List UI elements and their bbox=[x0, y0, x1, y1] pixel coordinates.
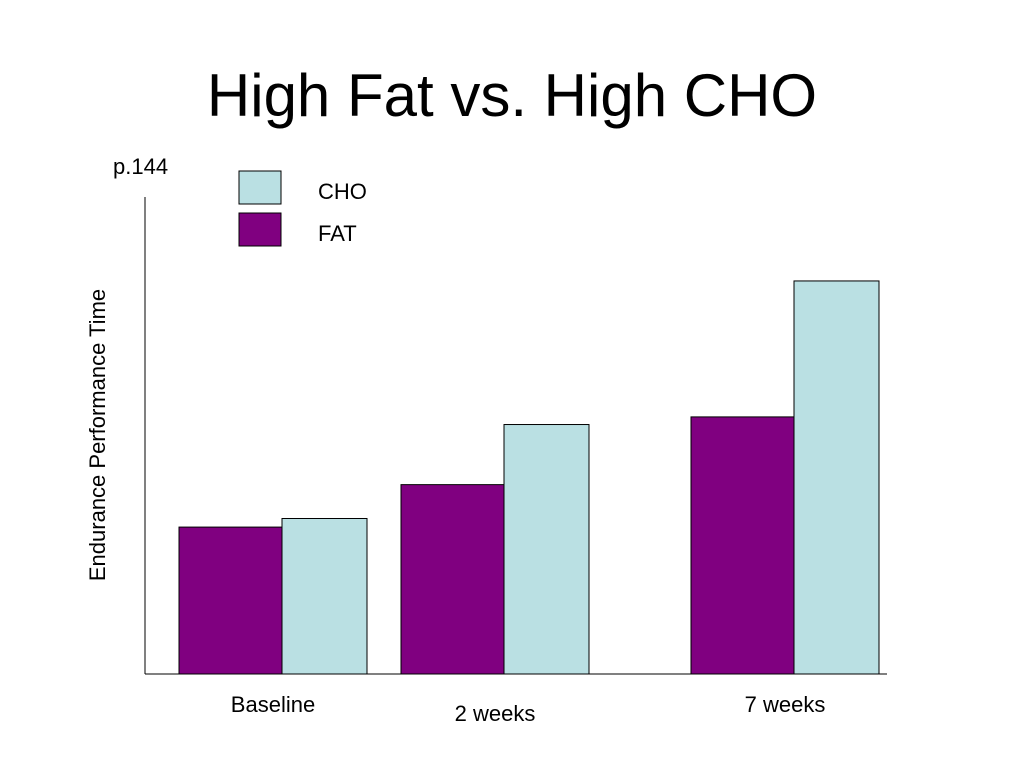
bar-cho-baseline bbox=[281, 517, 368, 675]
legend-swatch-cho bbox=[238, 170, 282, 205]
legend-label-fat: FAT bbox=[318, 221, 357, 246]
x-tick-label: 7 weeks bbox=[745, 692, 826, 717]
legend-label-cho: CHO bbox=[318, 179, 367, 204]
bar-cho-7-weeks bbox=[793, 280, 880, 675]
page-reference: p.144 bbox=[113, 154, 169, 179]
bar-fat-baseline bbox=[178, 526, 283, 675]
slide-title: High Fat vs. High CHO bbox=[206, 62, 818, 129]
x-tick-label: Baseline bbox=[231, 692, 315, 717]
legend-swatch-fat bbox=[238, 212, 282, 247]
bar-fat-2-weeks bbox=[400, 484, 505, 675]
legend: CHO FAT bbox=[238, 170, 367, 247]
bar-fat-7-weeks bbox=[690, 416, 795, 675]
x-tick-label: 2 weeks bbox=[455, 701, 536, 726]
y-axis-label: Endurance Performance Time bbox=[85, 289, 110, 581]
bar-cho-2-weeks bbox=[503, 424, 590, 675]
bars-group bbox=[178, 280, 880, 675]
x-tick-labels: Baseline 2 weeks 7 weeks bbox=[231, 692, 826, 726]
